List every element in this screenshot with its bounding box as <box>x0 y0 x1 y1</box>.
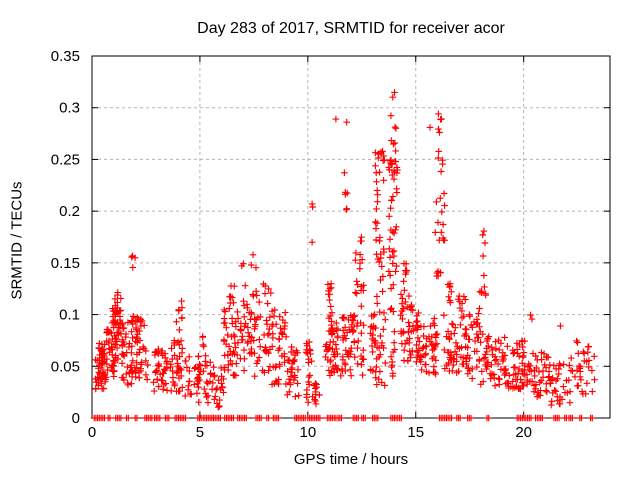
y-tick-label: 0.2 <box>59 203 80 220</box>
chart-title: Day 283 of 2017, SRMTID for receiver aco… <box>197 20 505 37</box>
x-tick-label: 5 <box>196 424 204 441</box>
y-tick-label: 0.15 <box>51 255 80 272</box>
y-tick-label: 0.35 <box>51 48 80 65</box>
y-tick-label: 0.3 <box>59 100 80 117</box>
x-tick-label: 15 <box>407 424 424 441</box>
y-tick-label: 0 <box>72 410 80 427</box>
y-tick-label: 0.25 <box>51 151 80 168</box>
x-axis-title: GPS time / hours <box>293 451 409 468</box>
data-points <box>90 89 598 422</box>
tick-labels: 0 5 10 15 20 0 0.05 0.1 0.15 0.2 0.25 0.3 0.35 <box>51 48 532 441</box>
y-tick-label: 0.1 <box>59 307 80 324</box>
x-tick-label: 10 <box>299 424 316 441</box>
x-tick-label: 0 <box>88 424 96 441</box>
y-tick-label: 0.05 <box>51 358 80 375</box>
x-tick-label: 20 <box>515 424 532 441</box>
